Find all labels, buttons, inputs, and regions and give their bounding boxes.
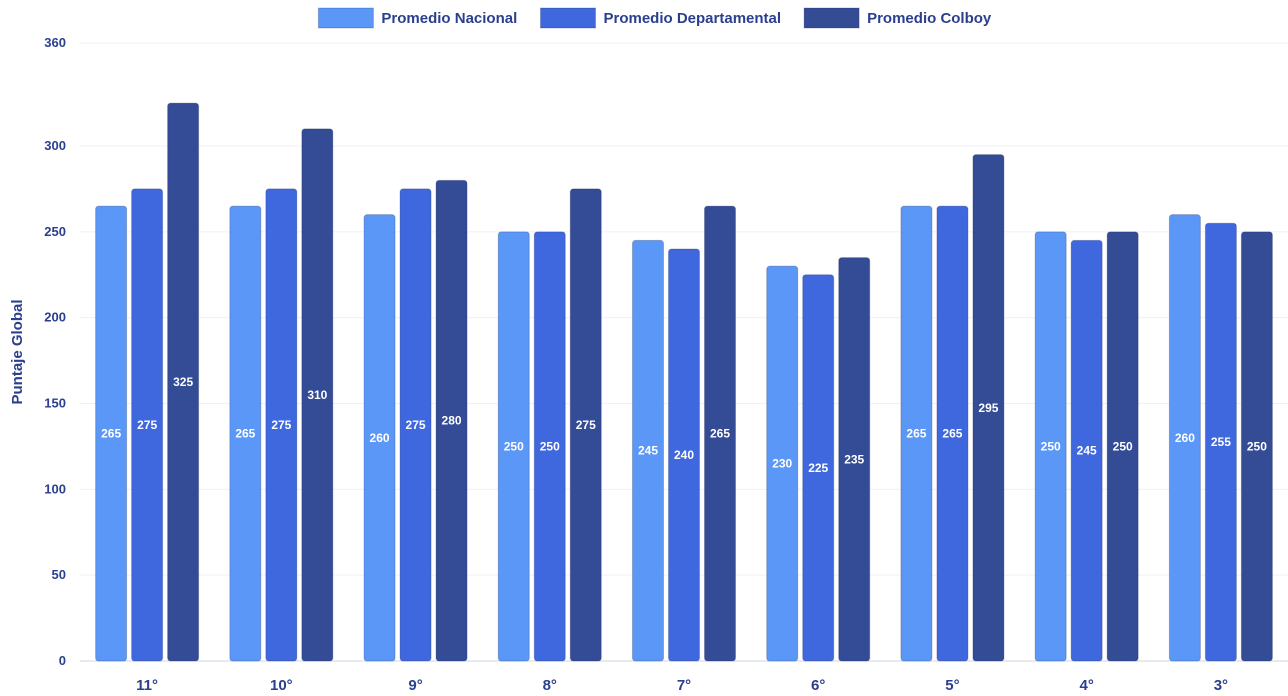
- bar: [265, 188, 298, 662]
- bar-value-label: 260: [1175, 431, 1195, 445]
- bar-value-label: 260: [370, 431, 390, 445]
- x-tick-label: 10°: [270, 677, 293, 694]
- bar: [497, 231, 530, 662]
- bar: [704, 205, 736, 662]
- bar: [1204, 222, 1237, 662]
- y-tick-label: 300: [44, 138, 66, 153]
- bar-value-label: 265: [942, 427, 962, 441]
- bar: [668, 248, 700, 662]
- x-tick-label: 11°: [136, 677, 158, 694]
- bar-value-label: 235: [844, 452, 864, 466]
- bar: [533, 231, 566, 662]
- bar: [167, 102, 200, 662]
- bar-value-label: 275: [406, 418, 426, 432]
- bar: [972, 154, 1005, 662]
- bar-value-label: 250: [1113, 439, 1133, 453]
- legend-label: Promedio Colboy: [867, 10, 992, 27]
- bar-value-label: 250: [1041, 439, 1061, 453]
- bar-value-label: 275: [137, 418, 157, 432]
- bar-value-label: 250: [540, 439, 560, 453]
- bar: [229, 205, 262, 662]
- bar-value-label: 250: [1247, 439, 1267, 453]
- bar-value-label: 265: [235, 427, 255, 441]
- bar: [95, 205, 128, 662]
- bar-value-label: 265: [710, 427, 730, 441]
- bar: [1070, 239, 1103, 662]
- y-tick-label: 200: [44, 310, 66, 325]
- bar: [363, 214, 396, 662]
- bar: [936, 205, 969, 662]
- bar: [766, 265, 799, 662]
- legend: Promedio Nacional Promedio Departamental P…: [317, 7, 992, 29]
- bar-value-label: 275: [576, 418, 596, 432]
- x-tick-label: 4°: [1079, 677, 1093, 694]
- bar-value-label: 280: [442, 414, 462, 428]
- legend-label: Promedio Departamental: [604, 10, 782, 27]
- x-tick-label: 6°: [811, 677, 825, 694]
- bar-value-label: 295: [978, 401, 998, 415]
- bar-value-label: 255: [1211, 435, 1231, 449]
- y-tick-label: 50: [52, 567, 66, 582]
- y-axis-label: Puntaje Global: [9, 299, 26, 404]
- bar: [1106, 231, 1139, 662]
- legend-label: Promedio Nacional: [381, 10, 517, 27]
- y-tick-label: 0: [59, 653, 66, 668]
- bar-value-label: 265: [906, 427, 926, 441]
- bar-value-label: 240: [674, 448, 694, 462]
- y-tick-label: 250: [44, 224, 66, 239]
- bar: [301, 128, 334, 662]
- x-tick-label: 5°: [945, 677, 959, 694]
- bar: [399, 188, 432, 662]
- bar: [900, 205, 933, 662]
- bars: [95, 102, 1273, 662]
- bar-value-label: 245: [638, 444, 658, 458]
- bar-value-label: 245: [1077, 444, 1097, 458]
- x-tick-label: 8°: [543, 677, 557, 694]
- x-tick-label: 7°: [677, 677, 691, 694]
- bar: [802, 274, 835, 662]
- bar: [131, 188, 164, 662]
- bar-value-label: 275: [271, 418, 291, 432]
- x-tick-label: 9°: [408, 677, 422, 694]
- y-tick-label: 360: [44, 35, 66, 50]
- bar: [569, 188, 602, 662]
- y-tick-label: 150: [44, 396, 66, 411]
- bar-value-label: 265: [101, 427, 121, 441]
- legend-swatch: [540, 7, 596, 29]
- legend-swatch: [317, 7, 374, 29]
- bar: [435, 179, 468, 662]
- bar-value-label: 310: [307, 388, 327, 402]
- bar: [1034, 231, 1067, 662]
- bar-value-label: 225: [808, 461, 828, 475]
- bar: [1240, 231, 1273, 662]
- bar: [838, 257, 871, 662]
- bar-value-label: 250: [504, 439, 524, 453]
- x-tick-label: 3°: [1214, 677, 1228, 694]
- bar-labels: 265 275 325 265 275 310 260 275 280 250 250 275 245 2…: [101, 375, 1267, 475]
- bar-value-label: 230: [772, 457, 792, 471]
- bar: [1168, 214, 1201, 662]
- bar: [632, 239, 664, 662]
- bar-value-label: 325: [173, 375, 193, 389]
- y-tick-label: 100: [44, 481, 66, 496]
- legend-swatch: [803, 7, 860, 29]
